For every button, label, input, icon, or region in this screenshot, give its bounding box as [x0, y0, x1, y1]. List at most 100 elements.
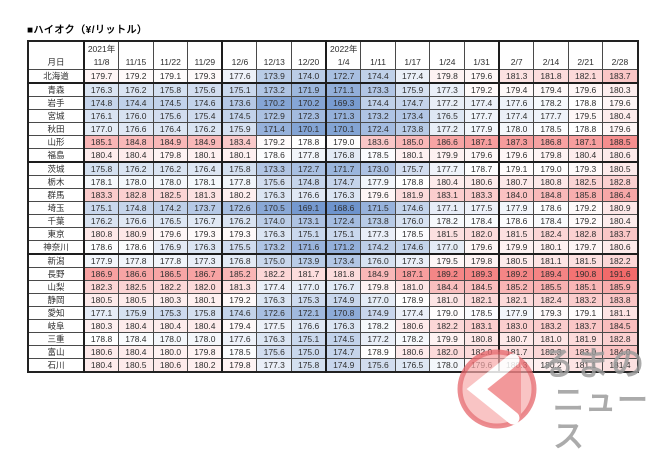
price-cell: 179.3 — [221, 227, 258, 241]
price-cell: 180.8 — [533, 175, 569, 189]
table-row: 宮城 176.1 176.0 175.6 175.4 174.5 172.9 172.3 171… — [27, 109, 638, 123]
price-cell: 176.3 — [256, 293, 293, 307]
date-header-cell: 1/11 — [360, 40, 396, 70]
price-cell: 189.4 — [533, 267, 569, 281]
price-cell: 175.6 — [360, 358, 396, 373]
price-cell: 180.3 — [152, 293, 189, 307]
price-cell: 179.8 — [152, 148, 189, 163]
price-cell: 179.8 — [187, 345, 223, 359]
prefecture-label: 千葉 — [27, 214, 85, 228]
prefecture-label: 山梨 — [27, 280, 85, 294]
price-cell: 178.4 — [464, 214, 500, 228]
prefecture-label: 石川 — [27, 358, 85, 373]
price-cell: 179.3 — [533, 306, 569, 320]
price-cell: 176.3 — [256, 188, 293, 202]
table-row: 栃木 178.1 178.0 178.0 178.1 177.8 175.6 174.8 174… — [27, 175, 638, 189]
price-cell: 177.7 — [533, 109, 569, 123]
price-cell: 180.4 — [83, 358, 120, 373]
price-cell: 177.6 — [221, 332, 258, 346]
page-title: ■ハイオク（¥/リットル） — [27, 25, 148, 36]
price-cell: 179.3 — [567, 161, 604, 176]
price-cell: 173.4 — [394, 109, 431, 123]
price-cell: 177.9 — [360, 175, 396, 189]
price-cell: 181.0 — [394, 280, 431, 294]
table-row: 静岡 180.5 180.5 180.3 180.1 179.2 176.3 175.3 174… — [27, 293, 638, 307]
price-cell: 174.8 — [118, 201, 154, 215]
price-cell: 177.2 — [360, 332, 396, 346]
price-cell: 181.1 — [567, 358, 604, 373]
price-cell: 174.8 — [83, 96, 120, 110]
price-cell: 179.8 — [464, 253, 500, 268]
price-cell: 175.8 — [187, 306, 223, 320]
price-cell: 178.6 — [118, 240, 154, 255]
price-cell: 169.3 — [325, 96, 362, 110]
price-cell: 179.8 — [429, 69, 466, 84]
price-cell: 180.5 — [602, 161, 638, 176]
price-cell: 174.8 — [291, 175, 327, 189]
price-cell: 181.7 — [291, 267, 327, 281]
table-row: 愛知 177.1 175.9 175.3 175.8 174.6 172.6 172.1 170… — [27, 306, 638, 320]
price-cell: 177.3 — [360, 227, 396, 241]
price-cell: 184.8 — [118, 135, 154, 149]
price-cell: 182.2 — [602, 253, 638, 268]
price-cell: 184.9 — [187, 135, 223, 149]
price-cell: 170.1 — [291, 122, 327, 136]
table-row: 群馬 183.3 182.8 182.5 181.3 180.2 176.3 176.6 176… — [27, 188, 638, 202]
table-row: 山梨 182.3 182.5 182.2 182.0 181.3 177.4 177.0 176… — [27, 280, 638, 294]
prefecture-label: 長野 — [27, 267, 85, 281]
price-cell: 175.8 — [291, 358, 327, 373]
price-cell: 175.3 — [152, 306, 189, 320]
price-cell: 173.1 — [291, 214, 327, 228]
price-cell: 179.0 — [533, 161, 569, 176]
price-cell: 183.0 — [567, 345, 604, 359]
price-cell: 176.6 — [291, 319, 327, 333]
price-cell: 174.6 — [187, 96, 223, 110]
price-cell: 177.5 — [464, 201, 500, 215]
price-cell: 176.4 — [152, 122, 189, 136]
price-cell: 177.4 — [256, 280, 293, 294]
price-cell: 178.6 — [498, 214, 535, 228]
price-cell: 177.2 — [429, 96, 466, 110]
price-cell: 172.6 — [221, 201, 258, 215]
price-cell: 179.7 — [83, 69, 120, 84]
price-cell: 173.7 — [187, 201, 223, 215]
price-cell: 181.4 — [602, 358, 638, 373]
price-cell: 178.5 — [360, 148, 396, 163]
date-header-cell: 12/13 — [256, 40, 293, 70]
price-cell: 178.8 — [83, 332, 120, 346]
price-cell: 183.8 — [602, 293, 638, 307]
price-cell: 168.6 — [325, 201, 362, 215]
price-cell: 180.5 — [498, 253, 535, 268]
price-cell: 181.3 — [498, 69, 535, 84]
price-cell: 180.1 — [394, 148, 431, 163]
price-cell: 180.4 — [602, 109, 638, 123]
price-cell: 177.5 — [256, 319, 293, 333]
price-cell: 182.2 — [256, 267, 293, 281]
price-cell: 175.1 — [83, 201, 120, 215]
price-cell: 183.7 — [602, 69, 638, 84]
price-cell: 171.9 — [291, 82, 327, 97]
price-cell: 176.9 — [152, 240, 189, 255]
table-head: 月日 2021年 11/8 11/15 11/22 11/29 12/6 12/13 12/20… — [27, 40, 638, 70]
date-header-cell: 1/17 — [394, 40, 431, 70]
price-cell: 180.5 — [118, 358, 154, 373]
price-cell: 177.9 — [498, 306, 535, 320]
price-cell: 181.0 — [429, 293, 466, 307]
price-cell: 175.0 — [291, 345, 327, 359]
table-row: 東京 180.8 180.9 179.6 179.3 179.3 176.3 175.1 175… — [27, 227, 638, 241]
price-cell: 179.8 — [221, 358, 258, 373]
price-cell: 178.9 — [394, 293, 431, 307]
date-header-cell: 2/21 — [567, 40, 604, 70]
price-cell: 182.4 — [533, 227, 569, 241]
price-cell: 180.6 — [394, 345, 431, 359]
price-cell: 173.2 — [360, 109, 396, 123]
price-cell: 176.3 — [256, 227, 293, 241]
price-cell: 176.6 — [118, 122, 154, 136]
price-cell: 176.3 — [325, 319, 362, 333]
watermark-line2: ニュース — [553, 383, 649, 455]
price-cell: 174.7 — [325, 175, 362, 189]
price-cell: 171.3 — [325, 109, 362, 123]
price-cell: 179.3 — [187, 69, 223, 84]
price-cell: 180.4 — [118, 345, 154, 359]
prefecture-label: 山形 — [27, 135, 85, 149]
